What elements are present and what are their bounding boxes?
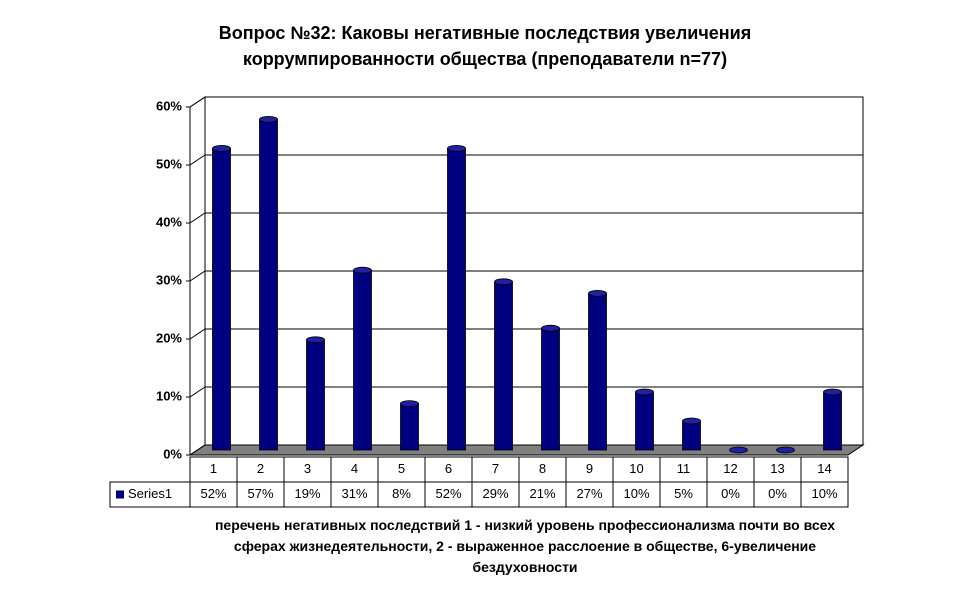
data-label: 0% bbox=[768, 486, 787, 501]
y-tick-label: 10% bbox=[156, 388, 182, 403]
x-tick-label: 2 bbox=[257, 461, 264, 476]
x-tick-label: 14 bbox=[817, 461, 831, 476]
bar-cap bbox=[306, 336, 325, 344]
x-tick-label: 13 bbox=[770, 461, 784, 476]
bar bbox=[541, 327, 560, 451]
bar-cap bbox=[776, 446, 795, 454]
bar bbox=[259, 119, 278, 451]
bar-cap bbox=[635, 388, 654, 396]
grid-line bbox=[189, 96, 863, 108]
bar bbox=[212, 147, 231, 451]
data-label: 27% bbox=[576, 486, 602, 501]
y-tick-label: 0% bbox=[163, 446, 182, 461]
data-label: 10% bbox=[623, 486, 649, 501]
floor bbox=[188, 444, 865, 456]
data-label: 19% bbox=[294, 486, 320, 501]
data-label: 29% bbox=[482, 486, 508, 501]
bar bbox=[635, 391, 654, 451]
y-tick-label: 30% bbox=[156, 272, 182, 287]
bar bbox=[494, 281, 513, 451]
data-label: 5% bbox=[674, 486, 693, 501]
chart-title: Вопрос №32: Каковы негативные последстви… bbox=[218, 23, 752, 69]
bar-cap bbox=[729, 446, 748, 454]
x-tick-label: 9 bbox=[586, 461, 593, 476]
bar-cap bbox=[259, 116, 278, 123]
y-tick-label: 50% bbox=[156, 156, 182, 171]
x-tick-label: 5 bbox=[398, 461, 405, 476]
y-tick-label: 60% bbox=[156, 98, 182, 113]
data-label: 31% bbox=[341, 486, 367, 501]
legend-label: Series1 bbox=[128, 486, 172, 501]
bar-cap bbox=[212, 144, 231, 152]
data-label: 57% bbox=[247, 486, 273, 501]
grid-line bbox=[189, 270, 863, 282]
data-label: 52% bbox=[435, 486, 461, 501]
data-label: 10% bbox=[811, 486, 837, 501]
grid-line bbox=[189, 154, 863, 166]
bar bbox=[447, 147, 466, 451]
x-tick-label: 7 bbox=[492, 461, 499, 476]
x-tick-label: 3 bbox=[304, 461, 311, 476]
grid-line bbox=[189, 328, 863, 340]
bar-cap bbox=[400, 400, 419, 408]
data-label: 21% bbox=[529, 486, 555, 501]
bar-cap bbox=[682, 417, 701, 425]
bar-cap bbox=[823, 388, 842, 396]
x-tick-label: 10 bbox=[629, 461, 643, 476]
y-tick-label: 20% bbox=[156, 330, 182, 345]
bar-cap bbox=[353, 266, 372, 274]
data-label: 8% bbox=[392, 486, 411, 501]
grid-line bbox=[189, 212, 863, 224]
data-label: 52% bbox=[200, 486, 226, 501]
bar-cap bbox=[447, 144, 466, 152]
bar bbox=[306, 339, 325, 451]
x-tick-label: 12 bbox=[723, 461, 737, 476]
bar bbox=[400, 403, 419, 451]
legend-key bbox=[116, 490, 124, 499]
x-axis-label: перечень негативных последствий 1 - низк… bbox=[214, 517, 836, 575]
bar-cap bbox=[494, 278, 513, 286]
bar bbox=[353, 269, 372, 451]
x-tick-label: 1 bbox=[210, 461, 217, 476]
x-tick-label: 11 bbox=[677, 461, 691, 476]
bar bbox=[682, 420, 701, 451]
bar bbox=[588, 292, 607, 451]
data-label: 0% bbox=[721, 486, 740, 501]
y-tick-label: 40% bbox=[156, 214, 182, 229]
bar-cap bbox=[541, 324, 560, 332]
x-tick-label: 4 bbox=[351, 461, 358, 476]
grid-line bbox=[189, 386, 863, 398]
x-tick-label: 6 bbox=[445, 461, 452, 476]
x-tick-label: 8 bbox=[539, 461, 546, 476]
bar-cap bbox=[588, 289, 607, 297]
bar bbox=[823, 391, 842, 451]
